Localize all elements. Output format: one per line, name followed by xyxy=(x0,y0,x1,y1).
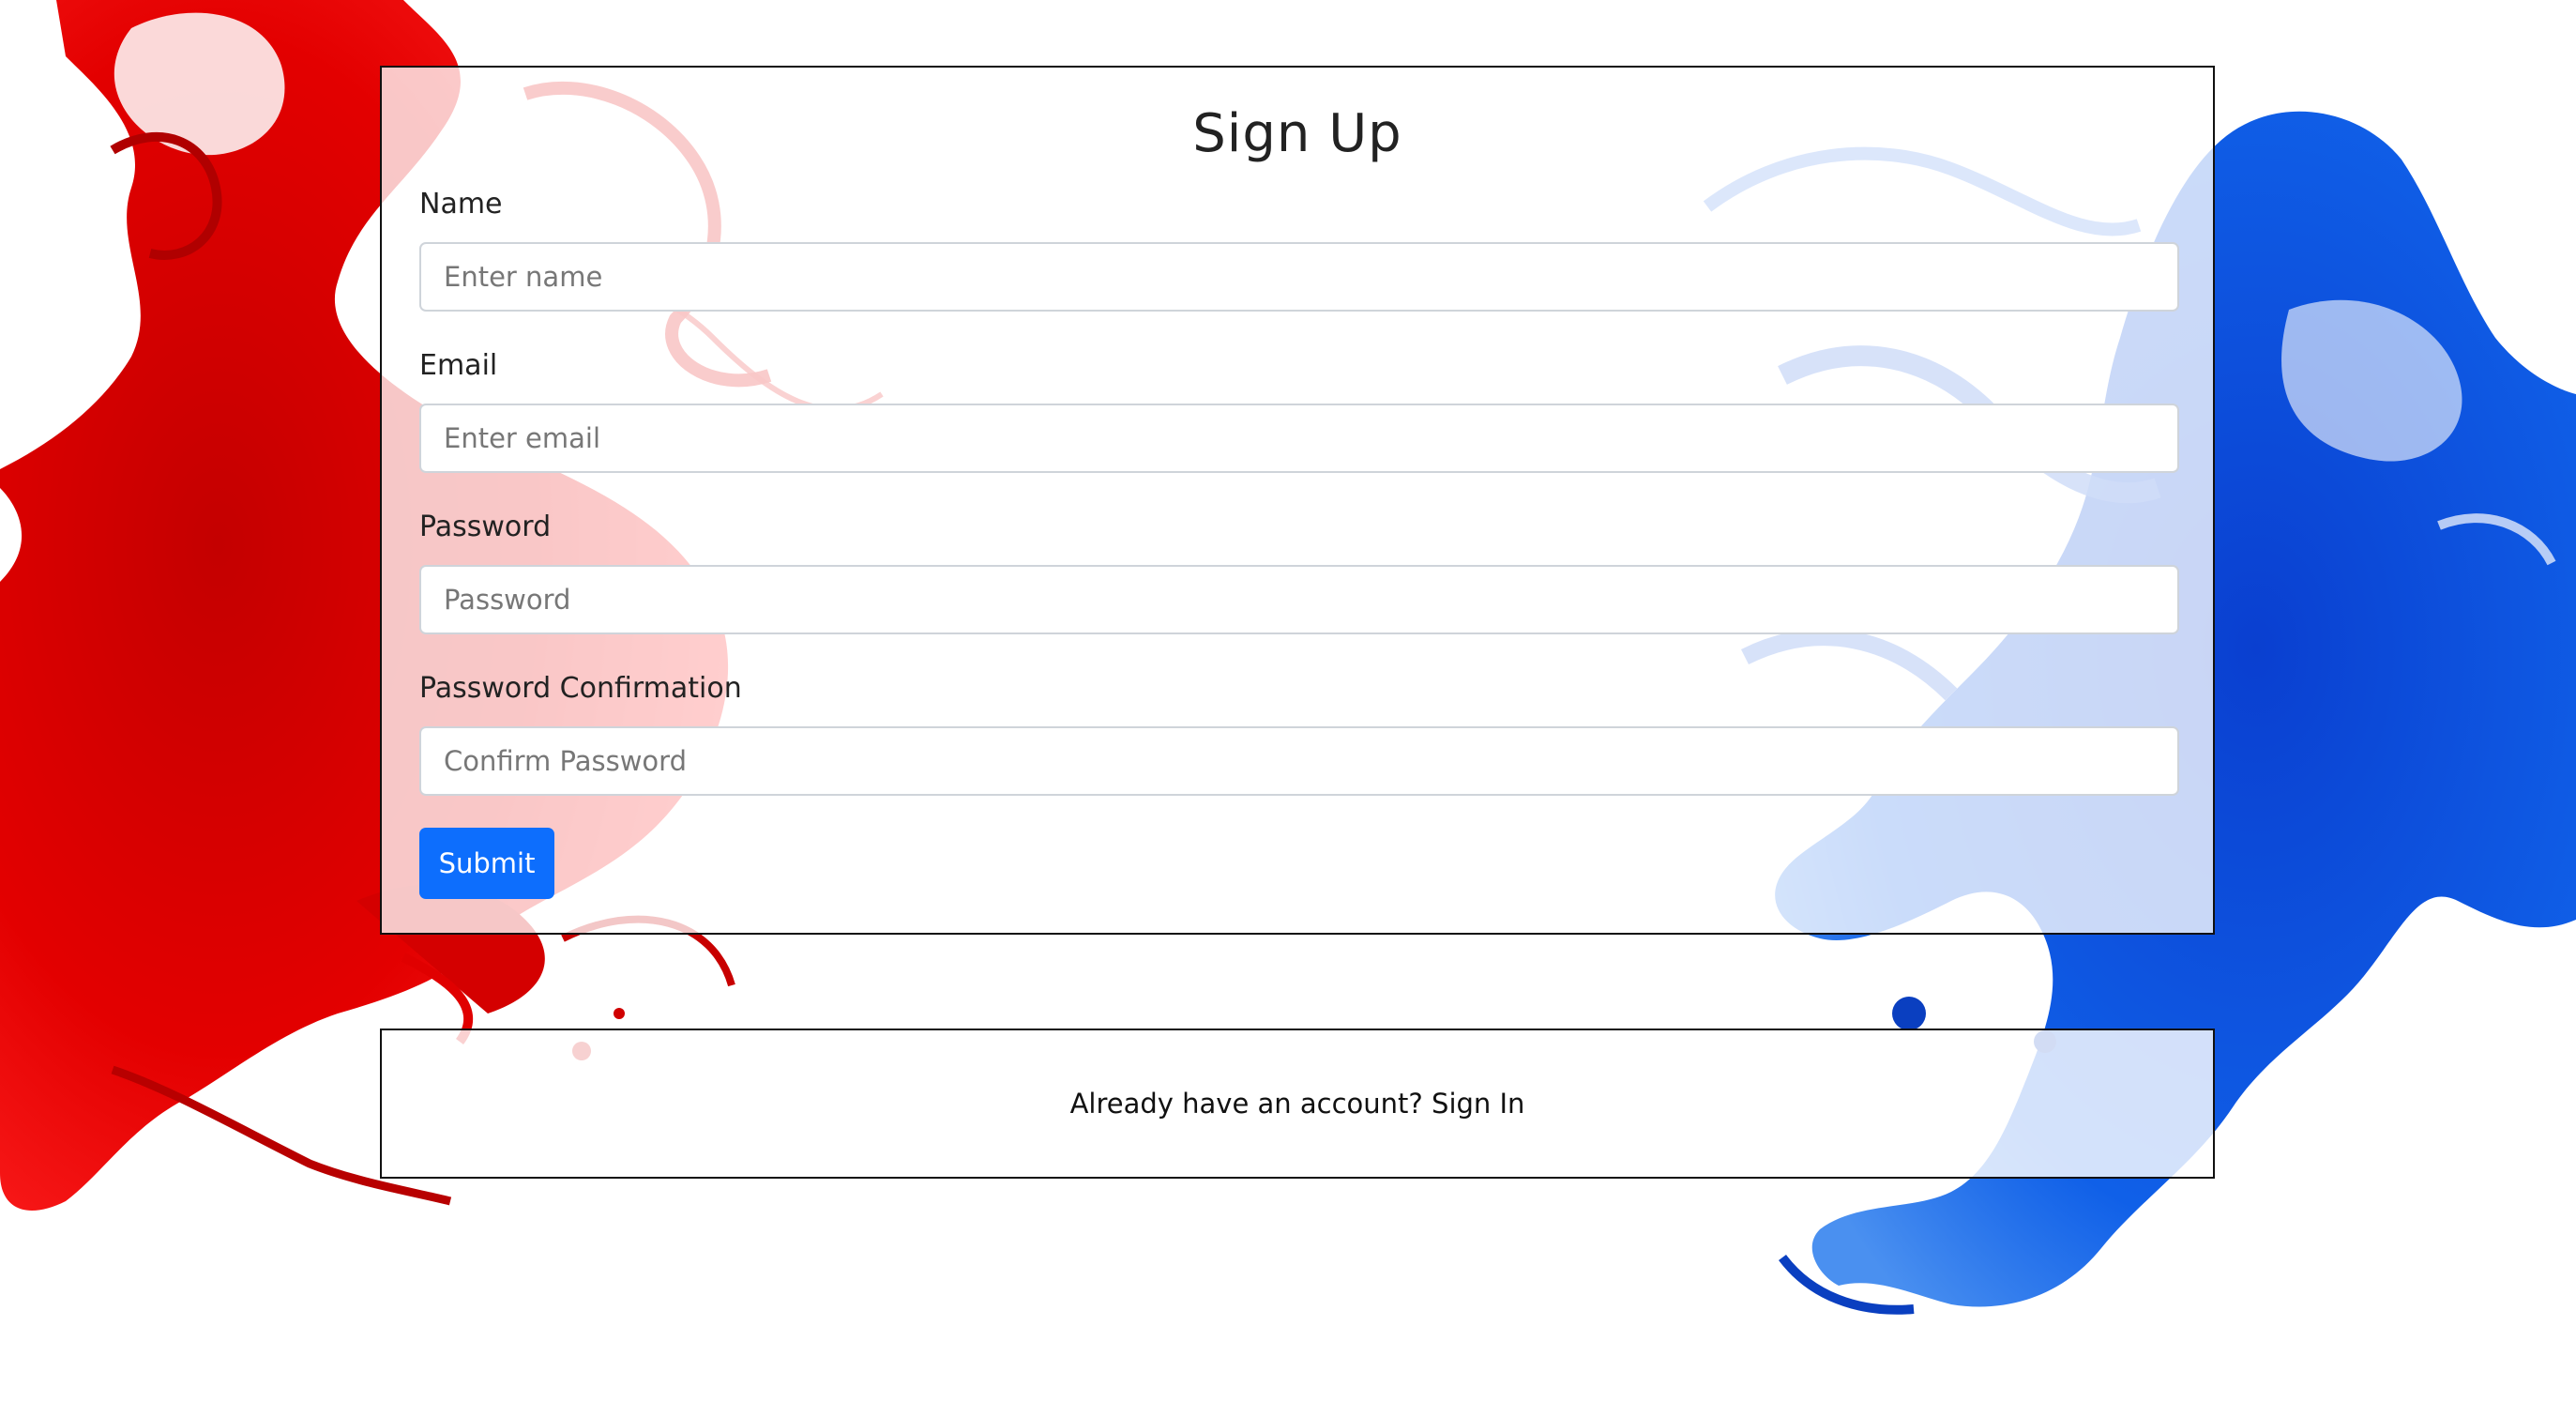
page-title: Sign Up xyxy=(1192,103,1402,164)
name-label: Name xyxy=(419,188,503,221)
submit-button[interactable]: Submit xyxy=(419,828,554,899)
password-confirmation-field[interactable] xyxy=(419,726,2179,796)
sign-in-link[interactable]: Sign In xyxy=(1432,1088,1525,1120)
password-confirmation-label: Password Confirmation xyxy=(419,672,742,705)
signin-prompt-panel: Already have an account? Sign In xyxy=(380,1029,2215,1179)
password-label: Password xyxy=(419,511,552,543)
name-field[interactable] xyxy=(419,242,2179,312)
password-field[interactable] xyxy=(419,565,2179,634)
signin-prompt-text: Already have an account? xyxy=(1069,1088,1423,1120)
signup-form-panel: Sign Up Name Email Password Password Con… xyxy=(380,66,2215,935)
email-field[interactable] xyxy=(419,404,2179,473)
email-label: Email xyxy=(419,349,498,382)
